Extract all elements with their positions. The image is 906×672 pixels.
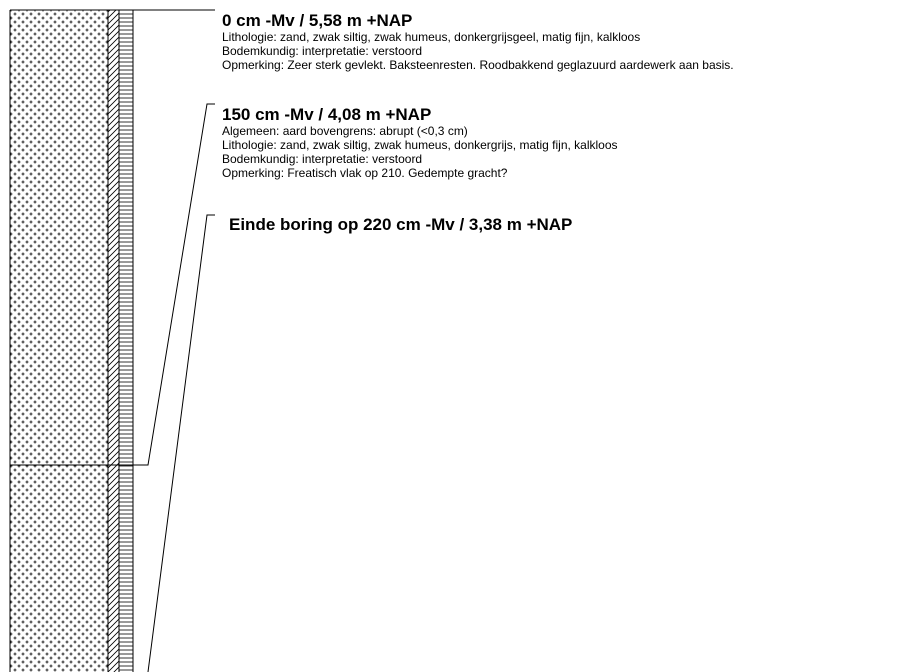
- layer-description-2: 150 cm -Mv / 4,08 m +NAP Algemeen: aard …: [222, 105, 618, 180]
- layer-lithology: Lithologie: zand, zwak siltig, zwak hume…: [222, 30, 641, 44]
- leader-line-end: [147, 214, 215, 672]
- hatch-column: [108, 10, 119, 672]
- sand-column: [10, 10, 108, 672]
- end-of-boring-label: Einde boring op 220 cm -Mv / 3,38 m +NAP: [229, 215, 573, 234]
- layer-general: Algemeen: aard bovengrens: abrupt (<0,3 …: [222, 124, 468, 138]
- silt-column: [119, 10, 133, 672]
- layer-lithology: Lithologie: zand, zwak siltig, zwak hume…: [222, 138, 618, 152]
- leader-line-layer-2: [133, 103, 215, 466]
- layer-soil: Bodemkundig: interpretatie: verstoord: [222, 44, 423, 58]
- layer-remark: Opmerking: Zeer sterk gevlekt. Baksteenr…: [222, 58, 734, 72]
- layer-description-1: 0 cm -Mv / 5,58 m +NAP Lithologie: zand,…: [222, 11, 734, 72]
- layer-header: 0 cm -Mv / 5,58 m +NAP: [222, 11, 413, 30]
- layer-header: 150 cm -Mv / 4,08 m +NAP: [222, 105, 432, 124]
- layer-remark: Opmerking: Freatisch vlak op 210. Gedemp…: [222, 166, 508, 180]
- layer-soil: Bodemkundig: interpretatie: verstoord: [222, 152, 423, 166]
